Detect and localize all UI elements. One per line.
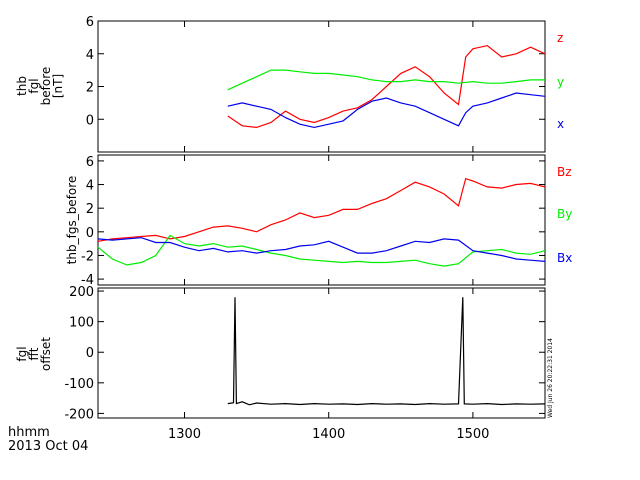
y-axis-label: thb [15, 76, 29, 96]
series-line-Bx [97, 237, 546, 262]
y-tick-label: 6 [86, 155, 94, 170]
series-line-By [97, 234, 546, 267]
legend-Bx: Bx [557, 251, 572, 265]
y-tick-label: 0 [86, 346, 94, 361]
y-tick-label: 4 [86, 48, 94, 63]
y-tick-label: 100 [69, 316, 94, 331]
series-line-x [227, 92, 546, 129]
series-line-Bz [97, 177, 546, 242]
panel-frame [97, 287, 546, 419]
series-line-z [227, 44, 546, 129]
y-axis-label: fgl [15, 346, 29, 361]
y-axis-label: thb_fgs_before [65, 176, 79, 265]
x-tick-label: 1400 [312, 427, 345, 442]
series-line-offset [227, 297, 546, 406]
timestamp-stamp: Wed Jun 26 20:22:31 2014 [547, 338, 554, 418]
y-tick-label: 0 [86, 113, 94, 128]
panel-frame [97, 20, 546, 153]
x-axis-corner-label: hhmm [8, 425, 50, 440]
y-axis-label: fft [27, 347, 41, 360]
y-tick-label: -4 [81, 273, 94, 288]
y-tick-label: 6 [86, 15, 94, 30]
y-tick-label: -200 [64, 407, 94, 422]
y-tick-label: -100 [64, 377, 94, 392]
legend-Bz: Bz [557, 165, 572, 179]
y-axis-label: fgl [27, 78, 41, 93]
y-tick-label: 2 [86, 202, 94, 217]
y-tick-label: 200 [69, 285, 94, 300]
y-tick-label: 2 [86, 81, 94, 96]
x-axis-date-label: 2013 Oct 04 [8, 439, 88, 454]
y-tick-label: 0 [86, 226, 94, 241]
y-axis-label: before [39, 67, 53, 106]
x-tick-label: 1300 [168, 427, 201, 442]
x-tick-label: 1500 [456, 427, 489, 442]
legend-z: z [557, 31, 563, 45]
y-tick-label: -2 [81, 249, 94, 264]
legend-y: y [557, 75, 564, 89]
y-axis-label: [nT] [51, 74, 65, 98]
panel-frame [97, 154, 546, 286]
legend-x: x [557, 117, 564, 131]
y-axis-label: offset [39, 337, 53, 371]
y-tick-label: 4 [86, 179, 94, 194]
series-line-y [227, 69, 545, 91]
legend-By: By [557, 207, 572, 221]
